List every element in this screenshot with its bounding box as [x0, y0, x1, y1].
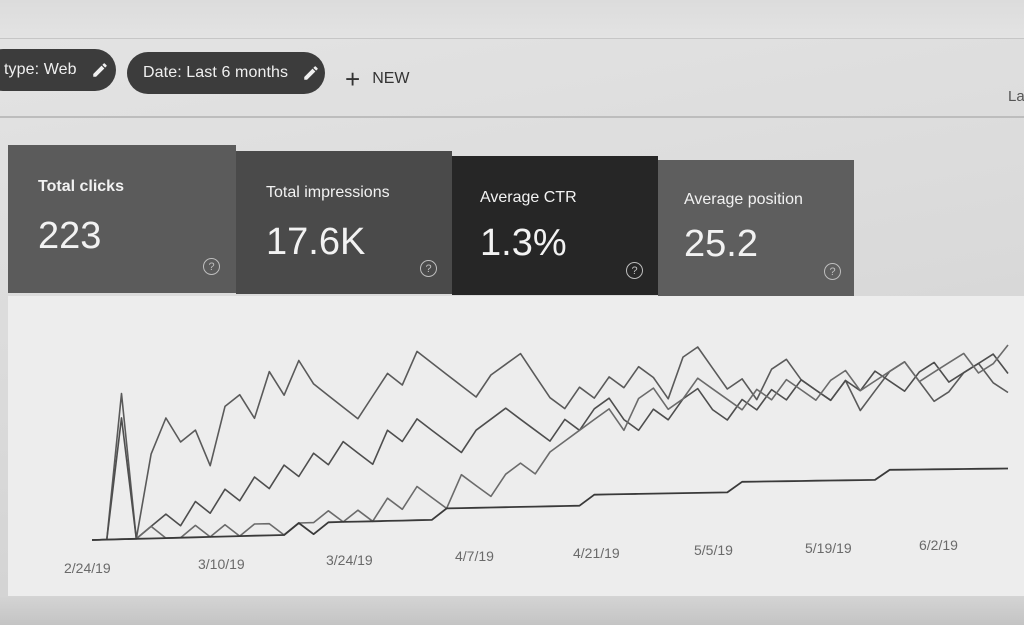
divider	[0, 116, 1024, 118]
x-tick-label: 6/2/19	[919, 537, 958, 553]
help-circle-icon[interactable]: ?	[824, 263, 841, 280]
new-filter-label: NEW	[372, 70, 410, 87]
x-tick-label: 3/10/19	[198, 556, 245, 572]
metric-value: 1.3%	[480, 222, 567, 264]
help-circle-icon[interactable]: ?	[203, 258, 220, 275]
average-ctr-card[interactable]: Average CTR 1.3% ?	[452, 156, 658, 295]
screen-bottom-edge	[0, 596, 1024, 625]
x-tick-label: 3/24/19	[326, 552, 373, 568]
chart-series-line	[91, 344, 1009, 541]
top-bar	[0, 0, 1024, 39]
metric-value: 223	[38, 215, 102, 257]
x-tick-label: 5/19/19	[805, 540, 852, 556]
chart-series-line	[91, 346, 1009, 541]
plus-icon: +	[345, 64, 361, 94]
metric-value: 17.6K	[266, 221, 366, 263]
search-type-filter-label: type: Web	[4, 61, 77, 78]
help-circle-icon[interactable]: ?	[420, 260, 437, 277]
pencil-icon[interactable]	[302, 64, 320, 82]
average-position-card[interactable]: Average position 25.2 ?	[658, 160, 854, 296]
date-filter-chip[interactable]: Date: Last 6 months	[127, 52, 325, 94]
metric-label: Average CTR	[480, 189, 577, 206]
performance-chart-area	[8, 296, 1024, 596]
last-updated-text: La	[1008, 88, 1024, 105]
metric-label: Average position	[684, 191, 803, 208]
chart-series-line	[91, 353, 1009, 541]
chart-series-line	[91, 467, 1009, 541]
x-tick-label: 4/7/19	[455, 548, 494, 564]
new-filter-button[interactable]: + NEW	[345, 64, 410, 94]
help-circle-icon[interactable]: ?	[626, 262, 643, 279]
date-filter-label: Date: Last 6 months	[143, 64, 289, 81]
search-type-filter-chip[interactable]: type: Web	[0, 49, 116, 91]
total-clicks-card[interactable]: Total clicks 223 ?	[8, 145, 236, 293]
metric-label: Total clicks	[38, 178, 124, 195]
x-tick-label: 5/5/19	[694, 542, 733, 558]
x-tick-label: 2/24/19	[64, 560, 111, 576]
total-impressions-card[interactable]: Total impressions 17.6K ?	[236, 151, 452, 294]
pencil-icon[interactable]	[91, 61, 109, 79]
metric-label: Total impressions	[266, 184, 390, 201]
metric-value: 25.2	[684, 223, 758, 265]
x-tick-label: 4/21/19	[573, 545, 620, 561]
